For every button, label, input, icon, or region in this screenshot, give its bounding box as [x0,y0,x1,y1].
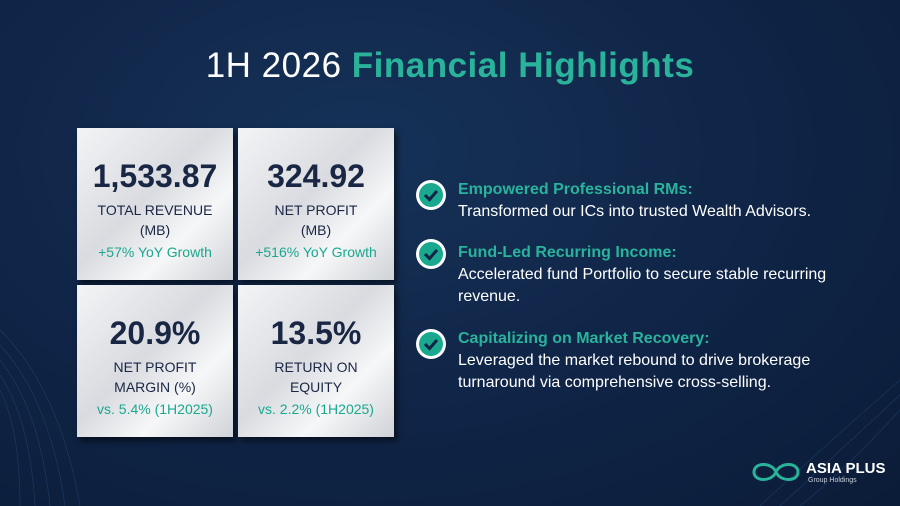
check-icon [416,239,446,269]
highlight-heading: Fund-Led Recurring Income: [458,244,677,261]
metric-note: vs. 2.2% (1H2025) [258,401,374,417]
metric-card: 13.5% RETURN ON EQUITY vs. 2.2% (1H2025) [238,285,394,437]
logo-mark [752,463,800,481]
metric-label: MARGIN (%) [114,379,196,395]
title: 1H 2026 Financial Highlights [0,46,900,86]
check-icon [416,180,446,210]
highlight: Empowered Professional RMs: Transformed o… [458,179,878,223]
highlight-heading: Empowered Professional RMs: [458,181,693,198]
metric-value: 324.92 [267,158,365,194]
highlight: Capitalizing on Market Recovery: Leverage… [458,328,873,394]
metric-value: 13.5% [270,315,362,351]
title-lead: 1H 2026 [205,46,342,85]
metric-label: (MB) [300,222,332,238]
metric-note: +57% YoY Growth [98,244,212,260]
metric-label: TOTAL REVENUE [97,202,213,218]
highlight-text: Leveraged the market rebound to drive br… [458,352,811,391]
metric-note: vs. 5.4% (1H2025) [97,401,213,417]
metric-card: 1,533.87 TOTAL REVENUE (MB) +57% YoY Grow… [77,128,233,280]
check-icon [416,329,446,359]
metric-label: RETURN ON [274,359,358,375]
metric-label: NET PROFIT [274,202,358,218]
highlight: Fund-Led Recurring Income: Accelerated fu… [458,242,828,308]
metric-value: 1,533.87 [92,158,218,194]
metric-label: NET PROFIT [113,359,197,375]
metric-note: +516% YoY Growth [255,244,377,260]
metric-label: (MB) [139,222,171,238]
highlight-text: Transformed our ICs into trusted Wealth … [458,203,812,220]
title-highlight: Financial Highlights [351,46,695,85]
highlight-heading: Capitalizing on Market Recovery: [458,330,710,347]
logo-tagline: Group Holdings [808,477,857,484]
highlight-text: Accelerated fund Portfolio to secure sta… [458,266,827,305]
logo-name: ASIA PLUS [806,460,886,477]
metric-label: EQUITY [289,379,343,395]
metric-value: 20.9% [109,315,201,351]
metric-card: 20.9% NET PROFIT MARGIN (%) vs. 5.4% (1H2… [77,285,233,437]
metric-card: 324.92 NET PROFIT (MB) +516% YoY Growth [238,128,394,280]
